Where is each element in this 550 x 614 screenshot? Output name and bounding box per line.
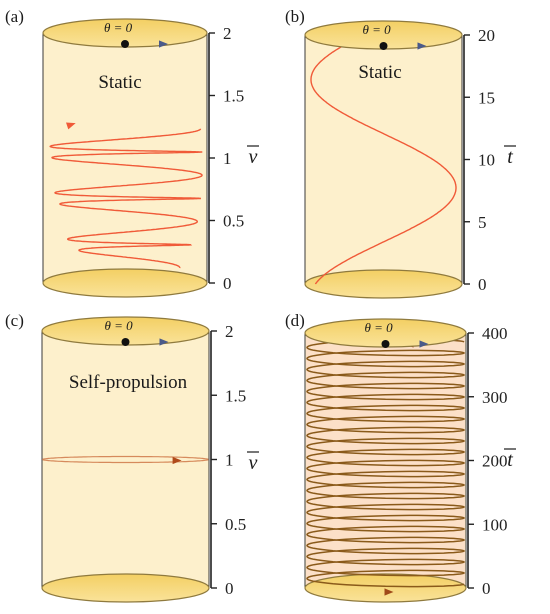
trajectory-curve	[310, 41, 457, 285]
y-tick-label: 1.5	[223, 87, 244, 106]
panel-label: (c)	[5, 311, 24, 330]
y-tick-label: 0.5	[225, 515, 246, 534]
y-tick-label: 0	[225, 579, 234, 598]
y-tick-label: 100	[482, 515, 508, 534]
bottom-cap	[304, 573, 467, 603]
y-tick-label: 20	[478, 26, 495, 45]
y-tick-label: 0	[223, 274, 232, 293]
bottom-cap	[42, 268, 208, 298]
y-tick-label: 0	[482, 579, 491, 598]
axis-symbol: t	[507, 449, 513, 471]
panel-label: (a)	[5, 7, 24, 26]
theta-zero-marker	[121, 338, 130, 346]
panel-title: Static	[98, 72, 141, 93]
rotation-arrow	[419, 340, 429, 348]
y-tick-label: 10	[478, 151, 495, 170]
y-tick-label: 400	[482, 324, 508, 343]
theta-zero-label: θ = 0	[104, 20, 133, 35]
trajectory-curve	[41, 455, 209, 464]
theta-zero-marker	[379, 42, 388, 50]
bottom-cap	[41, 573, 210, 603]
y-tick-label: 5	[478, 213, 487, 232]
theta-zero-label: θ = 0	[363, 22, 392, 37]
y-tick-label: 200	[482, 452, 508, 471]
theta-zero-marker	[121, 40, 129, 48]
rotation-arrow	[417, 42, 427, 50]
panel-title: Self-propulsion	[69, 372, 188, 393]
panel-label: (b)	[285, 7, 305, 26]
theta-zero-marker	[381, 340, 390, 348]
panel-c: θ = 0 2 1.5 1 0.5 0 v (c) Self-propulsion	[5, 311, 259, 603]
cylinder-body	[42, 331, 209, 588]
y-tick-label: 0	[478, 275, 487, 294]
axis-symbol: v	[249, 452, 258, 474]
y-tick-label: 1	[223, 149, 232, 168]
axis-symbol: t	[507, 146, 513, 168]
y-tick-label: 2	[223, 24, 232, 43]
y-tick-label: 300	[482, 388, 508, 407]
trajectory-arrow	[172, 456, 182, 465]
y-tick-label: 2	[225, 322, 234, 341]
y-tick-label: 0.5	[223, 212, 244, 231]
trajectory-arrow	[66, 122, 76, 130]
panel-label: (d)	[285, 311, 305, 330]
y-tick-label: 15	[478, 88, 495, 107]
y-tick-label: 1	[225, 451, 234, 470]
panel-a: θ = 0 2 1.5 1 0.5 0 v (a) Static	[5, 7, 259, 298]
trajectory-curve	[49, 128, 203, 269]
trajectory-curve	[306, 338, 466, 588]
panel-d: θ = 0 400 300 200 100 0 t (d)	[285, 311, 516, 603]
axis-symbol: v	[249, 146, 258, 168]
rotation-arrow	[159, 40, 168, 48]
theta-zero-label: θ = 0	[365, 320, 394, 335]
bottom-cap	[304, 269, 463, 299]
panel-title: Static	[358, 62, 401, 83]
y-tick-label: 1.5	[225, 386, 246, 405]
cylinder-body	[43, 33, 207, 283]
rotation-arrow	[159, 338, 169, 346]
theta-zero-label: θ = 0	[105, 318, 134, 333]
trajectory-arrow-bottom	[384, 588, 394, 596]
panel-b: θ = 0 20 15 10 5 0 t (b) Static	[285, 7, 516, 299]
